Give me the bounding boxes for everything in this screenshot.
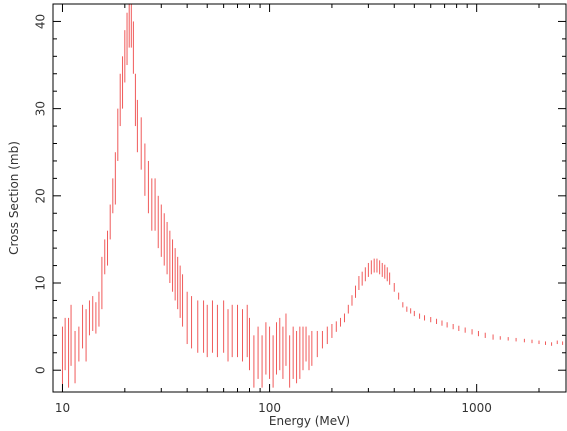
- x-axis-ticks: 10 100 1000: [52, 4, 540, 415]
- y-tick-label: 10: [34, 275, 48, 290]
- y-tick-label: 30: [34, 101, 48, 116]
- x-tick-label: 10: [55, 401, 70, 415]
- y-axis-label: Cross Section (mb): [7, 141, 21, 255]
- x-tick-label: 1000: [461, 401, 492, 415]
- x-tick-label: 100: [258, 401, 281, 415]
- plot-frame: [52, 3, 567, 393]
- y-axis-ticks: 0 10 20 30 40: [34, 3, 566, 374]
- y-tick-label: 20: [34, 188, 48, 203]
- y-tick-label: 0: [34, 366, 48, 374]
- x-axis-label: Energy (MeV): [269, 414, 350, 428]
- y-tick-label: 40: [34, 14, 48, 29]
- data-points-layer: [61, 4, 564, 392]
